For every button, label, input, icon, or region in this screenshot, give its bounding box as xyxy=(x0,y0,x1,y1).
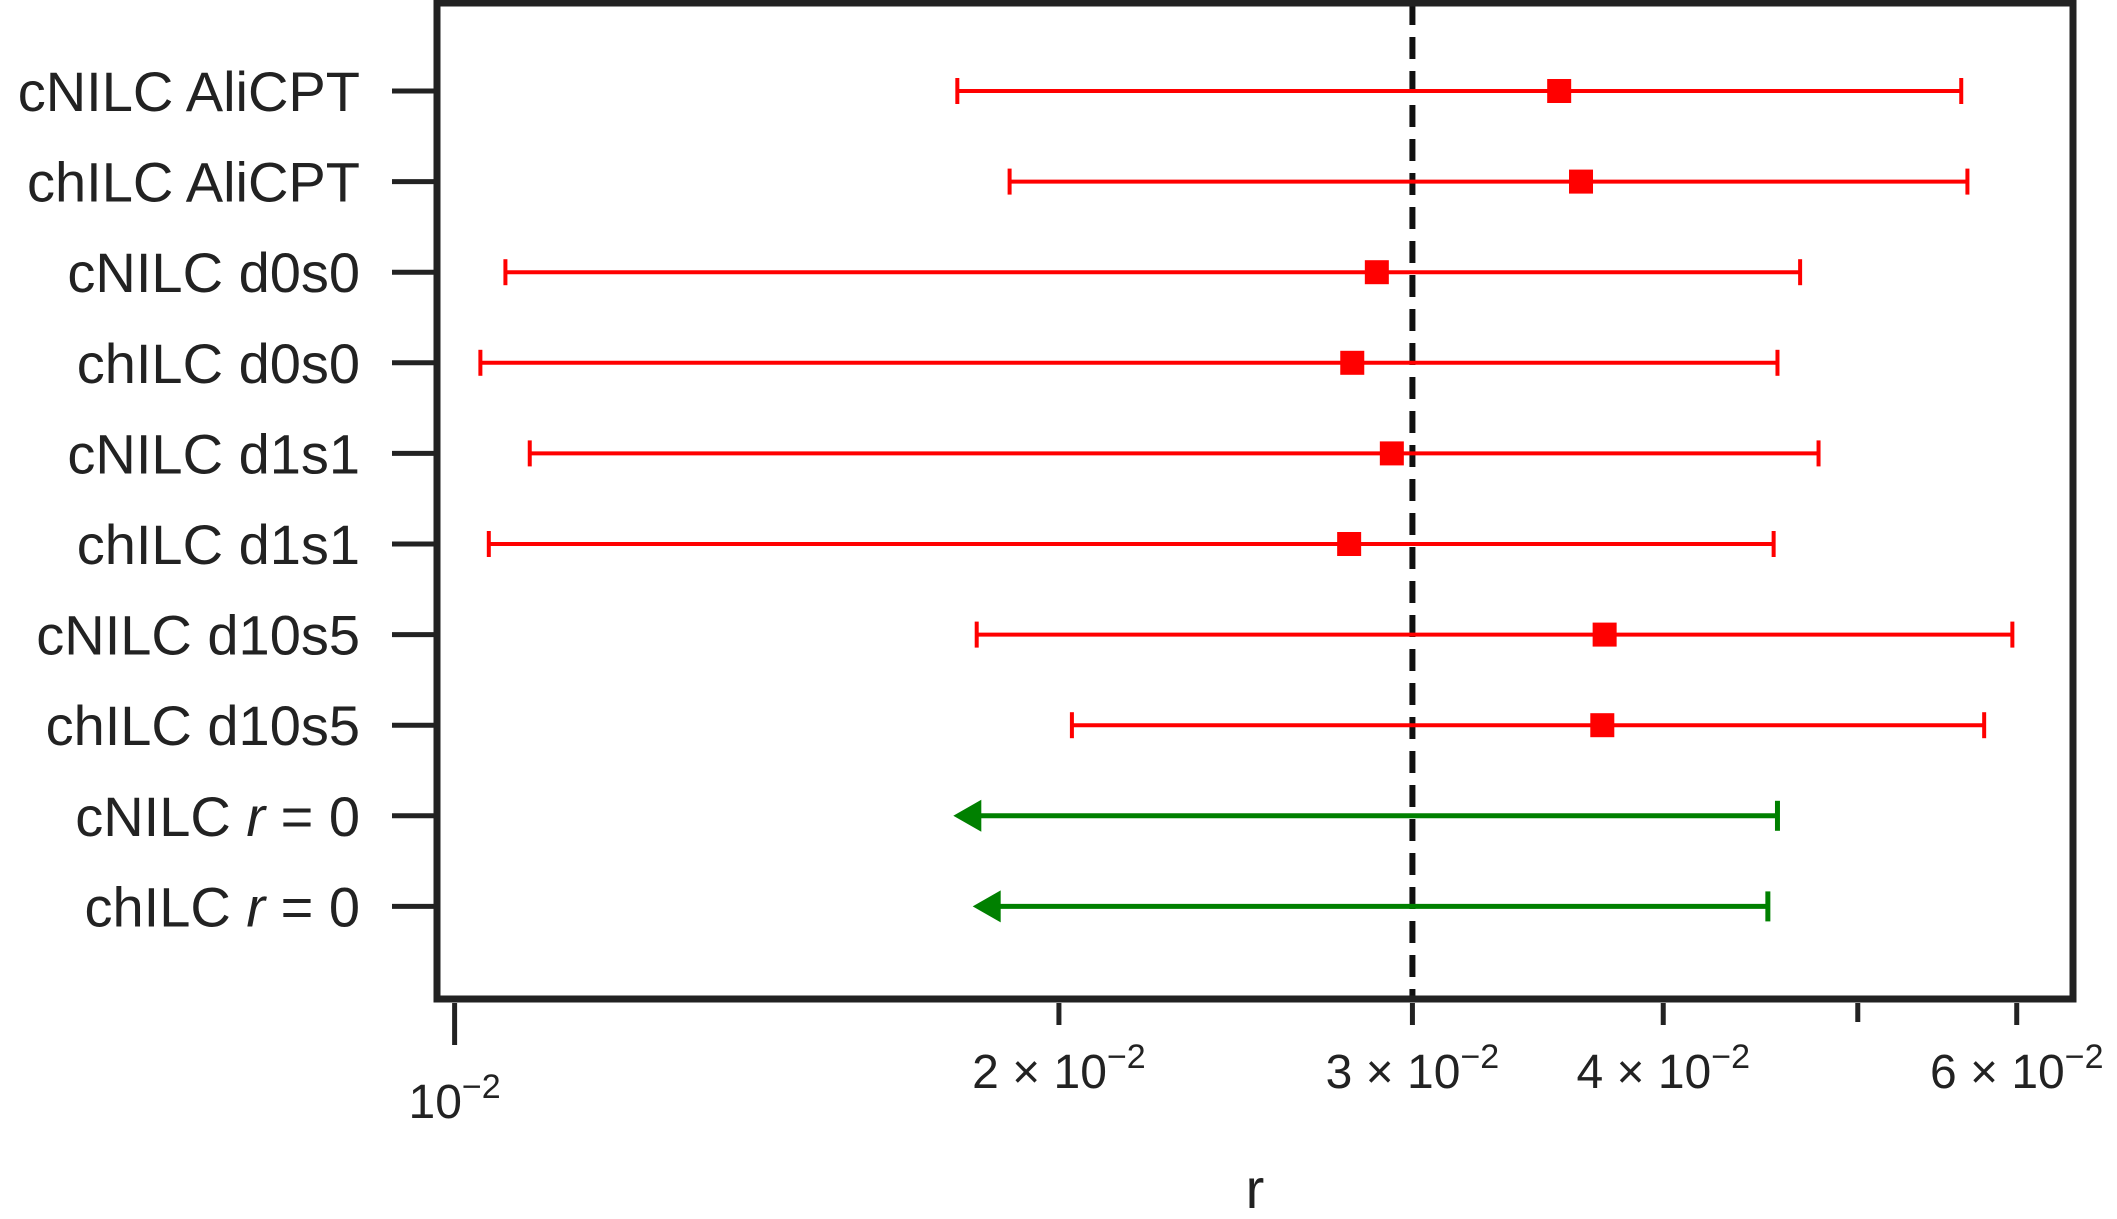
x-tick-mult: 4 × xyxy=(1576,1046,1657,1099)
y-tick-label-prefix: cNILC xyxy=(75,785,246,848)
y-tick-label-text: cNILC d10s5 xyxy=(36,604,360,667)
y-tick-label: chILC d0s0 xyxy=(77,332,360,395)
x-tick-base: 10 xyxy=(1658,1046,1711,1099)
y-tick-label: chILC d10s5 xyxy=(46,694,360,757)
data-point xyxy=(1590,713,1615,738)
x-tick-exp: −2 xyxy=(1460,1038,1499,1076)
y-tick-label-suffix: = 0 xyxy=(265,875,360,938)
y-tick-label-text: cNILC AliCPT xyxy=(18,60,360,123)
y-tick-label: chILC d1s1 xyxy=(77,513,360,576)
y-tick-label-var: r xyxy=(246,785,267,848)
y-tick-label-text: cNILC d0s0 xyxy=(67,241,360,304)
data-point xyxy=(1340,350,1365,375)
y-tick-label: cNILC d10s5 xyxy=(36,604,360,667)
y-tick-label-text: chILC AliCPT xyxy=(27,151,360,214)
y-tick-label: chILC r = 0 xyxy=(85,875,360,938)
data-point xyxy=(1364,260,1389,285)
x-axis-label: r xyxy=(1246,1157,1265,1219)
data-point xyxy=(1569,169,1594,194)
limit-arrow xyxy=(953,799,982,832)
x-tick-exp: −2 xyxy=(462,1068,501,1106)
x-tick-base: 10 xyxy=(1407,1046,1460,1099)
y-tick-label-text: cNILC d1s1 xyxy=(67,422,360,485)
y-tick-label-text: chILC d0s0 xyxy=(77,332,360,395)
x-tick-base: 10 xyxy=(1054,1046,1107,1099)
y-tick-label: cNILC r = 0 xyxy=(75,785,360,848)
x-tick-mult: 3 × xyxy=(1326,1046,1407,1099)
y-tick-label: cNILC AliCPT xyxy=(18,60,360,123)
data-point xyxy=(1379,441,1404,466)
y-tick-label: cNILC d0s0 xyxy=(67,241,360,304)
y-tick-label-text: chILC d1s1 xyxy=(77,513,360,576)
y-tick-label-suffix: = 0 xyxy=(265,785,360,848)
x-tick-mult: 6 × xyxy=(1930,1046,2011,1099)
data-point xyxy=(1547,79,1572,103)
x-tick-label: 10−2 xyxy=(409,1068,501,1129)
data-point xyxy=(1592,622,1617,647)
x-tick-label: 2 × 10−2 xyxy=(972,1038,1146,1099)
data-point xyxy=(1337,532,1362,556)
y-tick-label-prefix: chILC xyxy=(85,875,247,938)
y-tick-label-var: r xyxy=(246,875,267,938)
limit-arrow xyxy=(972,890,1001,923)
x-tick-label: 3 × 10−2 xyxy=(1326,1038,1500,1099)
x-tick-label: 4 × 10−2 xyxy=(1576,1038,1750,1099)
x-tick-mult: 2 × xyxy=(972,1046,1053,1099)
x-tick-exp: −2 xyxy=(1711,1038,1750,1076)
y-tick-label: cNILC d1s1 xyxy=(67,422,360,485)
y-tick-label: chILC AliCPT xyxy=(27,151,360,214)
x-tick-base: 10 xyxy=(409,1076,462,1129)
y-tick-label-text: chILC d10s5 xyxy=(46,694,360,757)
x-tick-label: 6 × 10−2 xyxy=(1930,1038,2104,1099)
plot-frame xyxy=(433,0,2077,1003)
x-tick-exp: −2 xyxy=(2065,1038,2104,1076)
x-tick-base: 10 xyxy=(2011,1046,2064,1099)
x-tick-exp: −2 xyxy=(1107,1038,1146,1076)
